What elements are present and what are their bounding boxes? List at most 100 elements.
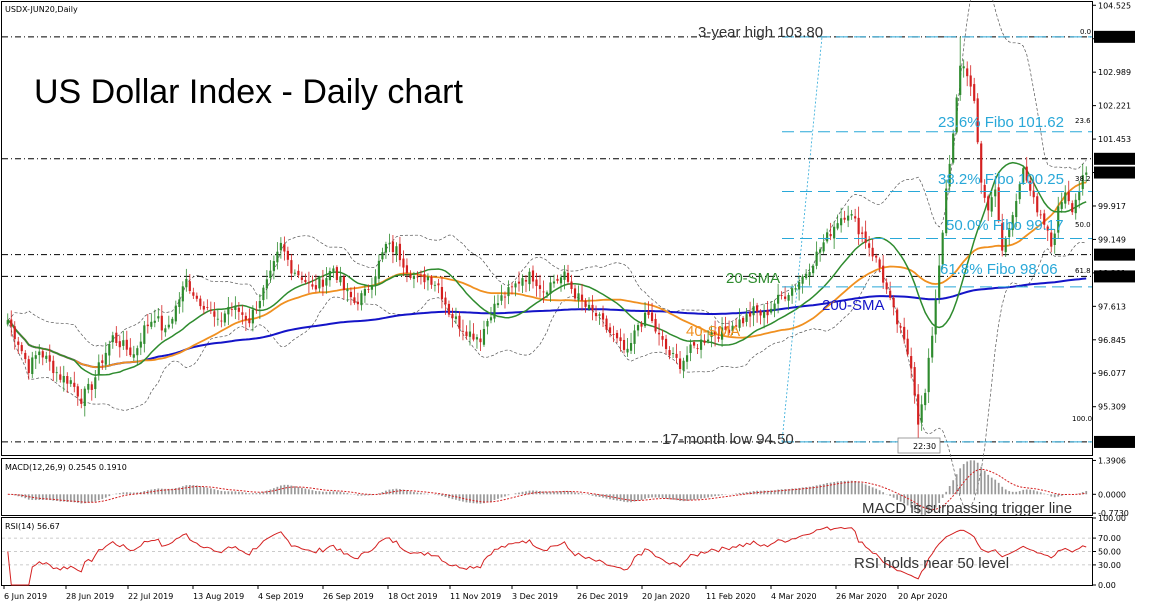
candle <box>472 323 475 342</box>
candle <box>577 285 580 309</box>
candle-body <box>402 258 405 268</box>
candle <box>661 329 664 347</box>
candle-body <box>763 311 766 318</box>
candle <box>97 354 100 381</box>
candle <box>735 318 738 330</box>
candle-body <box>780 295 783 296</box>
candle-body <box>570 281 573 289</box>
candle-body <box>129 347 132 356</box>
candle-body <box>251 309 254 324</box>
candle-body <box>143 325 146 344</box>
date-tick-label: 11 Nov 2019 <box>450 592 501 601</box>
chart-title: US Dollar Index - Daily chart <box>34 73 463 111</box>
candle-body <box>903 326 906 340</box>
candle <box>854 208 857 222</box>
candle <box>822 234 825 254</box>
candle <box>770 300 773 315</box>
candle <box>325 267 328 294</box>
candle <box>479 329 482 351</box>
candle <box>752 298 755 327</box>
candle <box>304 273 307 285</box>
candle-body <box>976 98 979 143</box>
candle-body <box>34 355 37 359</box>
candle <box>356 292 359 311</box>
candle <box>153 309 156 328</box>
candle-body <box>742 317 745 324</box>
candle-body <box>90 384 93 390</box>
candle-body <box>318 278 321 289</box>
candle-body <box>749 312 752 317</box>
candlestick-series <box>6 36 1088 442</box>
candle-body <box>654 318 657 332</box>
candle <box>493 295 496 323</box>
candle <box>31 351 34 379</box>
candle-body <box>493 303 496 319</box>
candle <box>798 275 801 301</box>
candle-body <box>973 84 976 101</box>
candle-body <box>55 372 58 374</box>
candle <box>671 347 675 359</box>
candle <box>360 290 363 311</box>
candle <box>980 140 983 194</box>
candle-body <box>10 319 13 327</box>
candle-body <box>185 278 188 288</box>
candle-body <box>31 357 34 375</box>
candle-body <box>202 305 205 310</box>
candle <box>391 235 395 264</box>
candle-body <box>136 348 139 356</box>
sma40-label: 40-SMA <box>686 323 740 340</box>
candle <box>962 59 965 78</box>
candle-body <box>773 303 776 311</box>
candle-body <box>752 306 755 316</box>
candle <box>409 270 412 280</box>
candle-body <box>545 292 549 295</box>
candle-body <box>24 352 27 360</box>
price-label-box <box>1094 30 1135 43</box>
macd-tick-label: -0.7730 <box>1098 509 1129 518</box>
candle <box>1011 211 1014 237</box>
candle <box>1043 209 1046 229</box>
candle <box>213 302 216 327</box>
candle <box>731 321 734 335</box>
sma40-line <box>7 181 1087 369</box>
candle <box>559 274 563 292</box>
candle <box>1046 224 1049 242</box>
candle-body <box>948 163 951 187</box>
candle <box>444 291 447 315</box>
candle <box>899 322 902 334</box>
low-annotation: 17-month low 94.50 <box>662 431 794 448</box>
candle-body <box>227 306 230 315</box>
candle-body <box>577 293 580 301</box>
candle <box>94 369 97 399</box>
candle-body <box>111 335 114 343</box>
candle-body <box>689 344 692 354</box>
candle <box>230 302 233 317</box>
macd-annotation: MACD is surpassing trigger line <box>862 500 1072 517</box>
candle-body <box>244 315 247 320</box>
fibo-trend-line <box>781 36 823 442</box>
time-label: 22:30 <box>913 442 936 451</box>
time-box: 22:30 <box>897 437 941 454</box>
candle-body <box>517 281 521 284</box>
rsi-tick-label: 0.00 <box>1098 581 1116 590</box>
candle-body <box>419 274 423 276</box>
candle <box>668 346 671 360</box>
rsi-label: RSI(14) 56.67 <box>5 522 60 531</box>
candle-body <box>230 308 233 310</box>
candle <box>139 332 142 356</box>
candle <box>812 263 815 277</box>
candle-body <box>885 282 888 290</box>
candle <box>402 250 405 277</box>
candle <box>952 129 955 165</box>
fibo-pct-100: 100.0 <box>1072 415 1092 423</box>
candle <box>416 271 419 283</box>
rsi-tick-label: 30.00 <box>1098 561 1121 570</box>
candle-body <box>938 265 941 298</box>
candle-body <box>45 355 48 359</box>
candle <box>906 329 909 357</box>
candle <box>563 265 566 290</box>
candle <box>45 351 48 363</box>
candle <box>573 284 577 301</box>
candle-body <box>941 232 944 265</box>
